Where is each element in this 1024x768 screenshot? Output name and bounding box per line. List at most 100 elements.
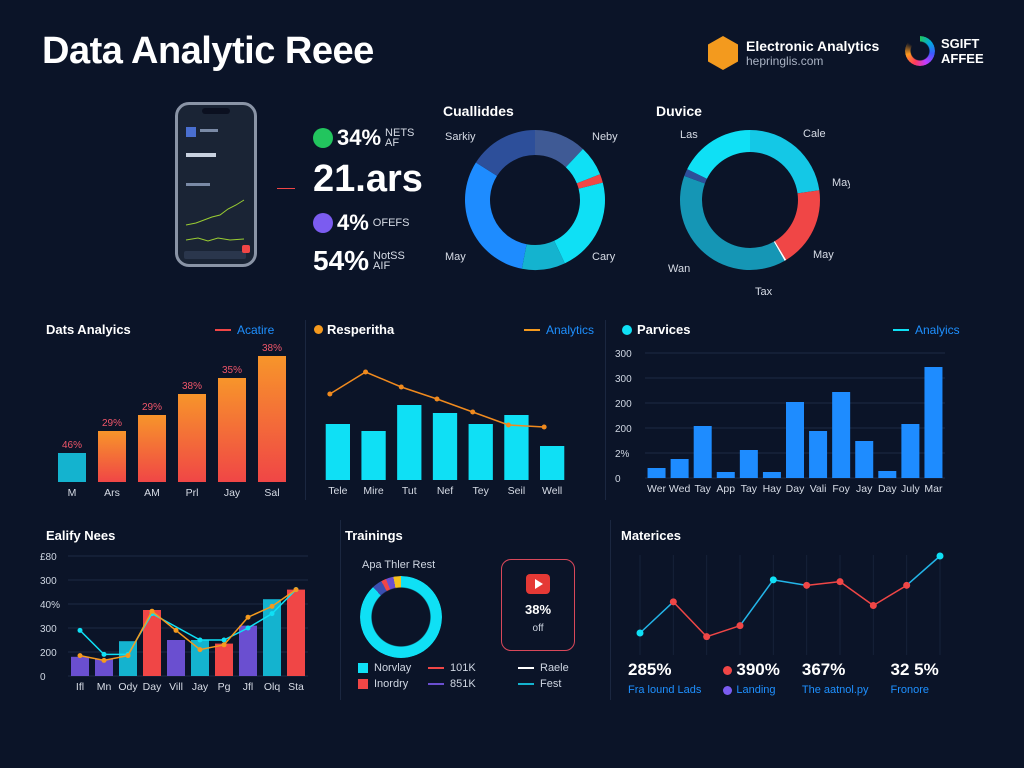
promo-card[interactable]: 38% off: [501, 559, 575, 651]
x-tick-label: Tey: [473, 485, 490, 497]
data-point: [736, 622, 744, 630]
bar: [832, 392, 851, 478]
data-point: [836, 578, 844, 586]
stat-label: The aatnol.py: [801, 684, 869, 696]
donut-slice: [774, 190, 820, 260]
kpi-1: 34% NEТS AF: [313, 125, 414, 151]
x-tick-label: Day: [878, 483, 897, 495]
y-tick-label: 200: [40, 648, 57, 659]
x-tick-label: Nef: [437, 485, 453, 497]
donut-slice: [750, 130, 820, 194]
x-tick-label: Jay: [856, 483, 873, 495]
panel-title: Ealify Nees: [46, 528, 116, 543]
divider: [305, 320, 306, 500]
legend: Analyics: [893, 323, 960, 337]
bar: [325, 424, 350, 480]
orange-line-point: [125, 653, 131, 659]
donut-slice: [576, 174, 603, 189]
x-tick-label: July: [901, 483, 920, 495]
donut-label: Las: [680, 129, 698, 141]
legend-line-icon: [428, 667, 444, 669]
trainings-legend: Norvlay 101K Raele Inordry 851K Fest: [358, 662, 578, 690]
divider: [340, 520, 341, 700]
legend-label: Acatire: [237, 323, 275, 337]
brand2-logo: SGIFT AFFEE: [905, 36, 984, 66]
donut2-title: Duvice: [656, 103, 702, 119]
kpi-3: 4% OFEFS: [313, 210, 409, 236]
green-badge-icon: [313, 128, 333, 148]
bar: [178, 394, 206, 482]
data-point: [636, 629, 644, 637]
trend-point: [470, 409, 476, 415]
orange-line-point: [77, 653, 83, 659]
legend: Acatire: [215, 323, 274, 337]
materices-stats: 285% Fra lound Lads 390% Landing 367% The aat…: [628, 660, 939, 696]
orange-line-point: [245, 614, 251, 620]
donut-label: May: [832, 177, 850, 189]
kpi-2: 21.ars: [313, 158, 423, 201]
bar: [218, 378, 246, 482]
bar: [540, 446, 565, 480]
line-segment: [739, 579, 774, 627]
kpi-unit: NEТS: [385, 127, 415, 139]
panel-title-text: Resperitha: [327, 322, 395, 337]
donut-slice: [773, 241, 787, 261]
resperitha-chart: Tele Mire Tut Nef Tey Seil Well: [325, 369, 565, 497]
line-segment: [706, 624, 741, 638]
x-tick-label: Foy: [832, 483, 850, 495]
line-segment: [773, 579, 807, 587]
stat-item: 390% Landing: [723, 660, 780, 696]
bar: [432, 413, 458, 480]
play-icon: [526, 574, 550, 594]
donut-slice: [687, 130, 750, 179]
donut-label: Wan: [668, 263, 690, 275]
legend-item: Raele: [518, 662, 578, 674]
stat-item: 285% Fra lound Lads: [628, 660, 701, 696]
legend-label: Fest: [540, 678, 562, 690]
donut-label: May: [445, 251, 466, 263]
x-tick-label: Sta: [288, 681, 304, 693]
legend-label: Analyics: [915, 323, 960, 337]
donut-label: Sarkiy: [445, 131, 476, 143]
legend-label: Analytics: [546, 323, 595, 337]
x-tick-label: Ars: [104, 487, 120, 499]
x-tick-label: Vali: [810, 483, 827, 495]
y-tick-label: 300: [40, 624, 57, 635]
legend-item: 851K: [428, 678, 518, 690]
kpi-unit: AF: [385, 137, 400, 149]
stat-label: Fronore: [890, 684, 930, 696]
orange-line-point: [269, 603, 275, 609]
x-tick-label: Tut: [402, 485, 417, 497]
data-point: [803, 581, 811, 589]
legend-swatch-icon: [358, 679, 368, 689]
panel-title: Trainings: [345, 528, 403, 543]
stat-item: 32 5% Fronore: [891, 660, 939, 696]
trend-point: [541, 424, 547, 430]
kpi-value: 34%: [337, 125, 382, 150]
bar: [901, 424, 920, 478]
bar: [739, 450, 758, 478]
promo-sub: off: [532, 623, 544, 634]
purple-dot-icon: [723, 685, 733, 695]
x-tick-label: Jay: [192, 681, 209, 693]
bar: [397, 405, 422, 480]
orange-line: [79, 588, 297, 662]
ring-logo-icon: [905, 36, 935, 66]
x-tick-label: App: [716, 483, 735, 495]
bar: [263, 599, 281, 676]
bar: [786, 402, 804, 478]
legend-label: Norvlay: [374, 662, 412, 674]
line-segment: [806, 580, 841, 587]
x-tick-label: Ody: [118, 681, 138, 693]
orange-dot-icon: [314, 325, 323, 334]
legend: Analytics: [524, 323, 594, 337]
y-tick-label: 0: [615, 474, 621, 485]
donut-slice: [554, 182, 605, 264]
legend-item: 101K: [428, 662, 518, 674]
brand2-line2: AFFEE: [941, 51, 984, 66]
bar: [239, 625, 257, 676]
data-point: [669, 598, 677, 606]
data-point: [936, 552, 944, 560]
x-tick-label: Wer: [647, 483, 667, 495]
stat-value: 32 5%: [890, 660, 939, 679]
